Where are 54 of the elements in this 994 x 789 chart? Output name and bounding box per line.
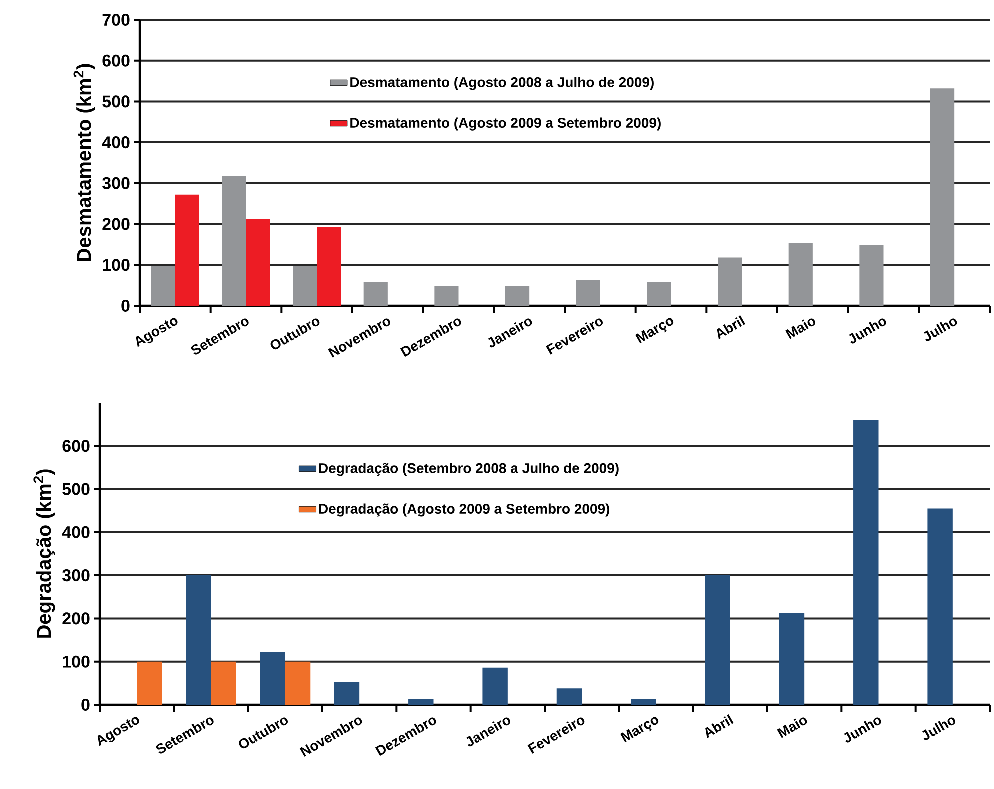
bar [364, 282, 388, 306]
y-tick-label: 600 [62, 440, 90, 452]
y-tick-label: 200 [102, 218, 130, 230]
bar [928, 508, 953, 705]
legend-label: Degradação (Agosto 2009 a Setembro 2009) [319, 504, 610, 517]
bar [186, 576, 212, 705]
y-tick-label: 400 [62, 526, 90, 538]
bar [317, 227, 342, 306]
y-tick-label: 400 [102, 136, 130, 149]
x-tick-label: Maio [786, 318, 816, 340]
x-tick-label: Julho [924, 318, 958, 342]
bar [408, 698, 434, 705]
y-tick-label: 200 [62, 612, 90, 625]
bar [854, 420, 879, 705]
bar [718, 258, 742, 306]
bar [137, 662, 162, 705]
y-axis-title: Degradação (km$^{2}$) [34, 470, 56, 638]
bar [285, 662, 311, 705]
bar [556, 688, 582, 705]
bar [151, 266, 176, 306]
bar [293, 266, 318, 306]
y-axis-title: Desmatamento (km$^{2}$) [74, 64, 96, 262]
bar [506, 286, 530, 306]
bar [779, 613, 805, 705]
y-tick-label: 600 [102, 54, 130, 67]
bar [246, 219, 270, 306]
bar [482, 668, 508, 705]
bar [930, 88, 955, 306]
y-tick-label: 100 [103, 259, 130, 272]
y-tick-label: 0 [122, 300, 130, 312]
legend-label: Desmatamento (Agosto 2009 a Setembro 2009) [350, 118, 661, 131]
bar [860, 246, 884, 306]
x-tick-label: Julho [922, 718, 956, 740]
bar [576, 280, 600, 306]
bar [222, 176, 246, 306]
legend-label: Desmatamento (Agosto 2008 a Julho de 2009) [350, 77, 654, 90]
x-tick-label: Maio [777, 718, 808, 738]
y-tick-label: 0 [82, 698, 90, 712]
legend-label: Degradação (Setembro 2008 a Julho de 2009) [319, 463, 619, 476]
y-tick-label: 300 [102, 177, 130, 190]
y-tick-label: 500 [62, 483, 90, 496]
y-tick-label: 500 [102, 96, 130, 108]
y-tick-label: 100 [63, 656, 90, 668]
bar [211, 662, 236, 705]
bar [260, 652, 286, 705]
y-tick-label: 700 [102, 14, 130, 26]
bar [705, 576, 730, 705]
bar [334, 682, 360, 705]
bar [434, 286, 459, 306]
bar [647, 282, 672, 306]
bar [631, 698, 656, 705]
bar [175, 194, 200, 306]
bar [788, 243, 813, 306]
y-tick-label: 300 [62, 570, 90, 582]
